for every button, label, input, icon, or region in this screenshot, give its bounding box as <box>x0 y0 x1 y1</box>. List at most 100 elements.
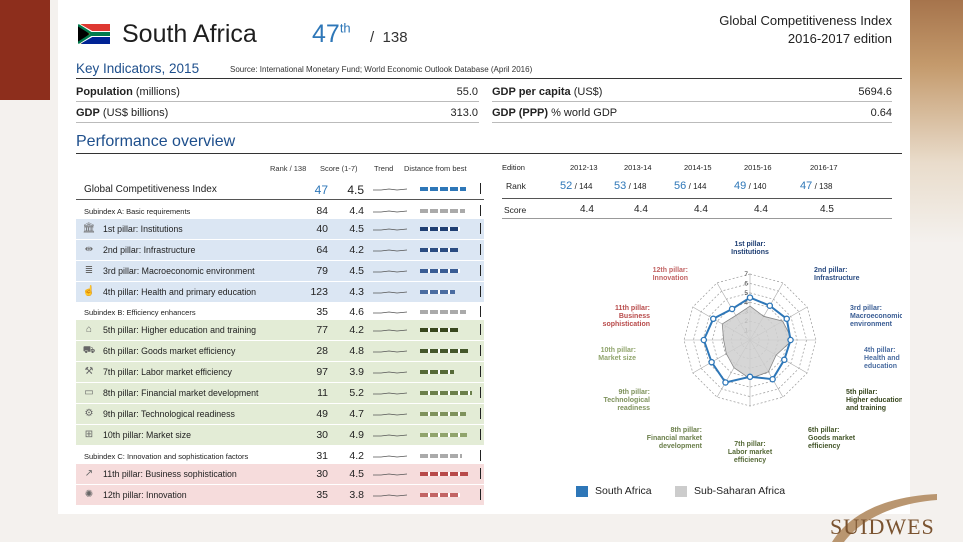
best-marker <box>480 489 481 500</box>
trend-sparkline <box>373 329 407 332</box>
radar-tick-label: 5 <box>744 290 748 297</box>
distance-from-best-bar <box>420 187 466 191</box>
edition-score: 4.5 <box>820 204 834 215</box>
radar-pillar-label: 5th pillar: Higher education and training <box>846 389 902 412</box>
gdp-label: GDP (US$ billions) <box>76 107 169 119</box>
table-row: ≣ 3rd pillar: Macroeconomic environment 79… <box>76 261 484 281</box>
edition-year: 2012-13 <box>570 163 598 172</box>
radar-point <box>746 294 754 301</box>
gdp-per-capita-value: 5694.6 <box>858 86 892 98</box>
distance-from-best-bar <box>420 391 472 395</box>
table-row: ☝ 4th pillar: Health and primary educatio… <box>76 282 484 302</box>
radar-point <box>710 315 717 323</box>
distance-from-best-bar <box>420 227 461 231</box>
row-rank: 40 <box>316 223 328 235</box>
trend-sparkline <box>373 350 407 353</box>
row-label: 3rd pillar: Macroeconomic environment <box>103 266 255 276</box>
edition-score: 4.4 <box>634 204 648 215</box>
rank-total: / 138 <box>370 29 408 46</box>
edition-header: Edition <box>502 163 525 172</box>
row-score: 4.2 <box>349 324 364 336</box>
best-marker <box>480 429 481 440</box>
best-marker <box>480 387 481 398</box>
table-row: ▭ 8th pillar: Financial market developmen… <box>76 383 484 403</box>
row-score: 4.4 <box>349 205 364 217</box>
trend-sparkline <box>373 270 407 273</box>
row-rank: 123 <box>310 286 328 298</box>
report-edition: 2016-2017 edition <box>787 31 892 46</box>
radar-tick-label: 4 <box>744 299 748 306</box>
row-rank: 30 <box>316 468 328 480</box>
table-row: ⊞ 10th pillar: Market size 30 4.9 <box>76 425 484 445</box>
best-marker <box>480 223 481 234</box>
row-score: 3.8 <box>349 489 364 501</box>
radar-pillar-label: 7th pillar: Labor market efficiency <box>728 441 773 464</box>
trend-sparkline <box>373 249 407 252</box>
row-label: 1st pillar: Institutions <box>103 224 183 234</box>
row-rank: 31 <box>316 450 328 462</box>
row-rank: 64 <box>316 244 328 256</box>
technology-icon: ⚙ <box>84 408 94 419</box>
row-label: 11th pillar: Business sophistication <box>103 469 237 479</box>
row-label: 7th pillar: Labor market efficiency <box>103 367 232 377</box>
gdp-value: 313.0 <box>450 107 478 119</box>
radar-pillar-label: 10th pillar: Market size <box>598 347 636 362</box>
legend-south-africa: South Africa <box>595 485 652 497</box>
row-score: 4.7 <box>349 408 364 420</box>
row-score: 4.3 <box>349 286 364 298</box>
edition-rank: 56 / 144 <box>674 180 707 192</box>
radar-pillar-label: 8th pillar: Financial market development <box>647 427 703 450</box>
row-label: 12th pillar: Innovation <box>103 490 187 500</box>
legend-sub-saharan-swatch <box>675 486 687 497</box>
row-rank: 11 <box>317 387 328 399</box>
macroeconomic-icon: ≣ <box>84 265 94 276</box>
row-score: 4.6 <box>349 306 364 318</box>
table-row: Subindex C: Innovation and sophisticatio… <box>76 446 484 466</box>
best-marker <box>480 306 481 317</box>
radar-pillar-label: 6th pillar: Goods market efficiency <box>808 427 856 450</box>
table-row: ⚙ 9th pillar: Technological readiness 49 4.… <box>76 404 484 424</box>
trend-sparkline <box>373 210 407 213</box>
row-rank: 97 <box>316 366 328 378</box>
trend-sparkline <box>373 392 407 395</box>
table-row: ⚒ 7th pillar: Labor market efficiency 97 3.… <box>76 362 484 382</box>
radar-point <box>766 302 774 309</box>
radar-pillar-label: 11th pillar: Business sophistication <box>603 305 651 328</box>
row-rank: 79 <box>316 265 328 277</box>
radar-point <box>746 373 754 381</box>
table-row: Global Competitiveness Index 47 4.5 <box>76 179 484 199</box>
distance-from-best-bar <box>420 290 455 294</box>
distance-from-best-bar <box>420 269 461 273</box>
edition-year: 2013-14 <box>624 163 652 172</box>
column-distance-header: Distance from best <box>404 164 467 173</box>
legend-south-africa-swatch <box>576 486 588 497</box>
table-row: 🏛 1st pillar: Institutions 40 4.5 <box>76 219 484 239</box>
trend-sparkline <box>373 455 407 458</box>
row-label: Global Competitiveness Index <box>84 184 217 195</box>
education-icon: ⌂ <box>85 324 93 335</box>
south-africa-flag-icon <box>78 24 110 44</box>
distance-from-best-bar <box>420 493 461 497</box>
row-rank: 28 <box>316 345 328 357</box>
edition-rank: 49 / 140 <box>734 180 767 192</box>
edition-score: 4.4 <box>694 204 708 215</box>
performance-overview-title: Performance overview <box>76 133 236 150</box>
row-rank: 49 <box>316 408 328 420</box>
population-label: Population (millions) <box>76 86 180 98</box>
key-indicators-title: Key Indicators, 2015 <box>76 61 200 76</box>
row-label: 10th pillar: Market size <box>103 430 192 440</box>
labor-market-icon: ⚒ <box>84 366 94 377</box>
best-marker <box>480 183 481 194</box>
distance-from-best-bar <box>420 454 462 458</box>
radar-tick-label: 7 <box>744 271 748 278</box>
distance-from-best-bar <box>420 472 468 476</box>
row-label: 5th pillar: Higher education and trainin… <box>103 325 257 335</box>
population-value: 55.0 <box>456 86 478 98</box>
suidwes-brand: SUIDWES <box>830 514 935 539</box>
suidwes-logo-icon <box>832 494 937 542</box>
best-marker <box>480 450 481 461</box>
radar-point <box>783 315 790 323</box>
market-size-icon: ⊞ <box>84 429 94 440</box>
trend-sparkline <box>373 228 407 231</box>
